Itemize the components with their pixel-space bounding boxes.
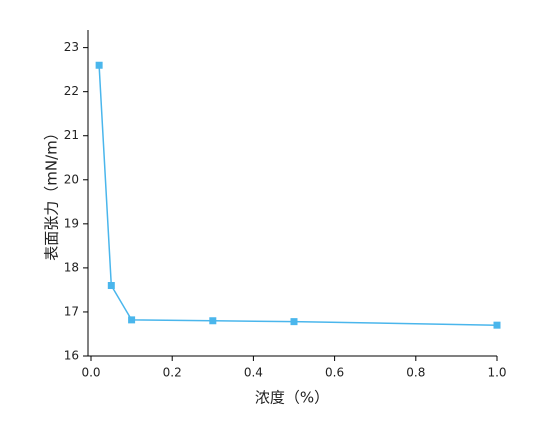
- y-tick-label: 21: [64, 128, 79, 142]
- y-tick-label: 20: [64, 172, 79, 186]
- y-axis-title: 表面张力（mN/m）: [43, 125, 61, 261]
- marker: [209, 317, 217, 325]
- x-tick-label: 1.0: [487, 366, 506, 380]
- y-tick-label: 19: [64, 216, 79, 230]
- marker: [95, 61, 103, 69]
- x-tick-label: 0.0: [81, 366, 100, 380]
- marker: [128, 316, 136, 324]
- y-tick-label: 17: [64, 304, 79, 318]
- line: [98, 65, 498, 326]
- y-tick-label: 22: [64, 84, 79, 98]
- x-tick-label: 0.6: [325, 366, 344, 380]
- marker: [290, 318, 298, 326]
- x-tick-label: 0.8: [406, 366, 425, 380]
- x-tick-label: 0.2: [163, 366, 182, 380]
- x-tick-label: 0.4: [244, 366, 263, 380]
- marker: [493, 321, 501, 329]
- y-tick-label: 23: [64, 40, 79, 54]
- y-tick-label: 16: [64, 349, 79, 363]
- x-axis-title: 浓度（%）: [255, 389, 329, 407]
- marker: [107, 282, 115, 290]
- y-tick-label: 18: [64, 260, 79, 274]
